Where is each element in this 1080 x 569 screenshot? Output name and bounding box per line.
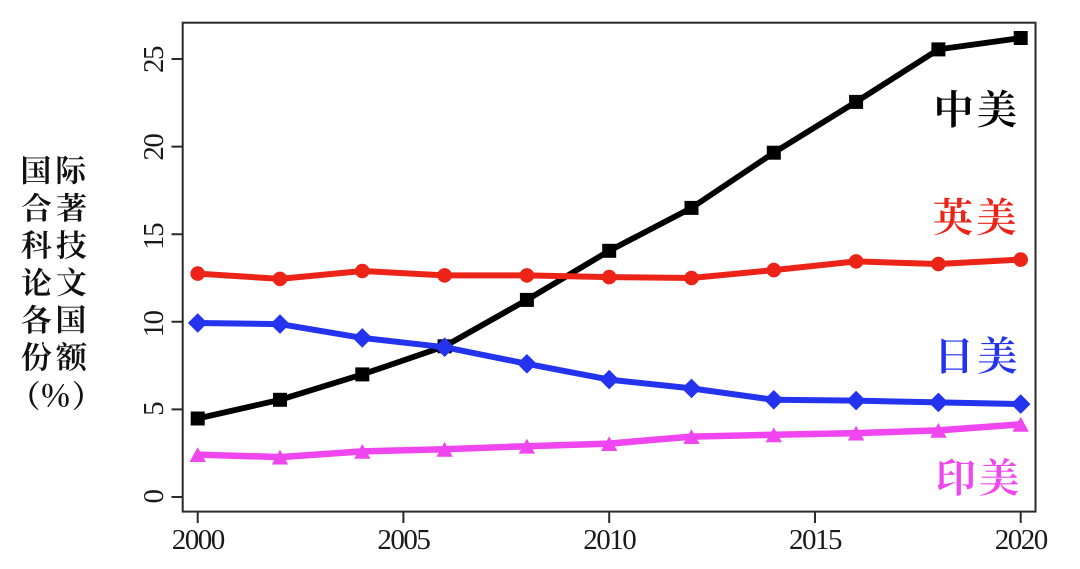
svg-text:20: 20: [138, 134, 170, 161]
svg-text:15: 15: [138, 223, 170, 250]
svg-text:10: 10: [138, 311, 170, 338]
svg-text:5: 5: [138, 402, 170, 416]
svg-text:25: 25: [138, 46, 170, 73]
svg-text:2015: 2015: [789, 524, 842, 556]
svg-text:2020: 2020: [995, 524, 1048, 556]
svg-text:2005: 2005: [377, 524, 430, 556]
svg-text:2000: 2000: [172, 524, 225, 556]
svg-text:0: 0: [138, 490, 170, 504]
svg-text:2010: 2010: [583, 524, 636, 556]
